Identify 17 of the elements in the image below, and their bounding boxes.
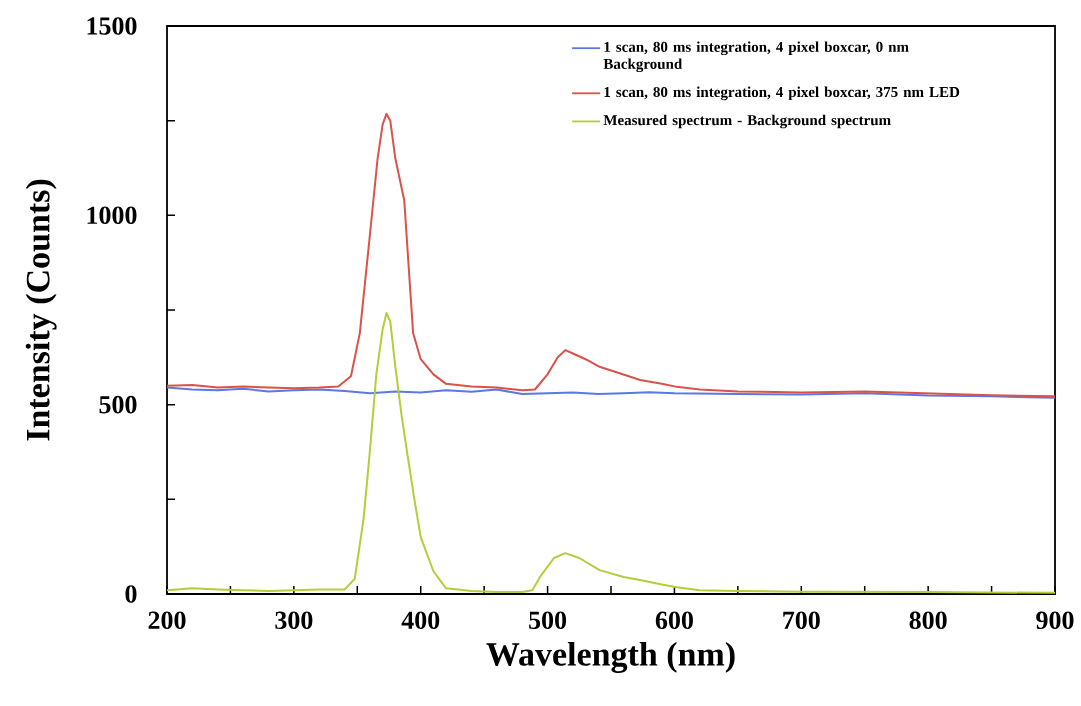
x-tick-label: 600 xyxy=(655,611,693,630)
y-axis-title: Intensity (Counts) xyxy=(25,179,57,441)
x-tick-label: 300 xyxy=(275,611,313,630)
x-tick-label: 900 xyxy=(1036,611,1074,630)
legend-label: Measured spectrum - Background spectrum xyxy=(603,114,891,129)
legend-label: 1 scan, 80 ms integration, 4 pixel boxcar, 375 nm LED xyxy=(604,86,960,101)
x-axis-title: Wavelength (nm) xyxy=(486,641,735,674)
y-tick-label: 1500 xyxy=(87,17,137,35)
legend-label: 1 scan, 80 ms integration, 4 pixel boxcar, 0 nm Background xyxy=(603,41,909,73)
x-tick-label: 700 xyxy=(783,611,820,630)
x-tick-label: 800 xyxy=(909,611,947,630)
x-tick-label: 400 xyxy=(401,611,440,630)
y-tick-label: 500 xyxy=(99,395,137,414)
x-tick-label: 200 xyxy=(148,611,186,630)
x-tick-label: 500 xyxy=(529,611,567,630)
y-tick-label: 1000 xyxy=(87,206,137,225)
y-tick-label: 0 xyxy=(125,585,137,603)
